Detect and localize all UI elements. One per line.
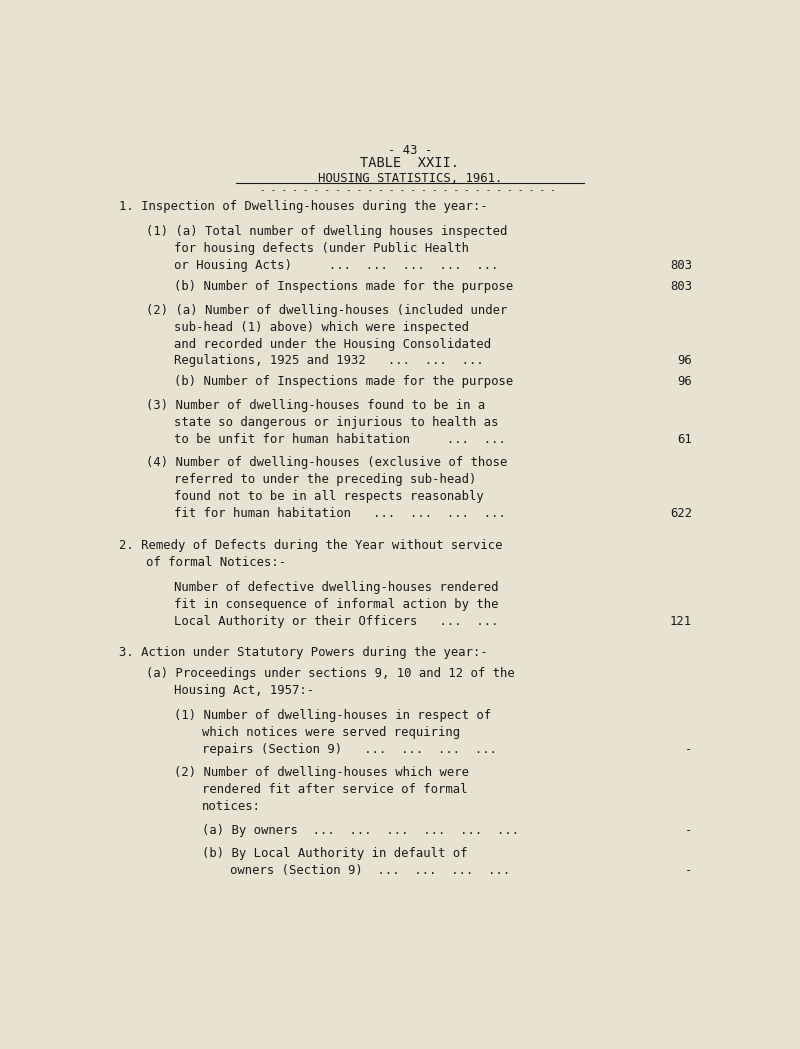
Text: Regulations, 1925 and 1932   ...  ...  ...: Regulations, 1925 and 1932 ... ... ...	[174, 355, 484, 367]
Text: Housing Act, 1957:-: Housing Act, 1957:-	[174, 684, 314, 697]
Text: 96: 96	[678, 355, 692, 367]
Text: HOUSING STATISTICS, 1961.: HOUSING STATISTICS, 1961.	[318, 172, 502, 185]
Text: 803: 803	[670, 259, 692, 272]
Text: fit in consequence of informal action by the: fit in consequence of informal action by…	[174, 598, 499, 611]
Text: sub-head (1) above) which were inspected: sub-head (1) above) which were inspected	[174, 321, 470, 334]
Text: to be unfit for human habitation     ...  ...: to be unfit for human habitation ... ...	[174, 433, 506, 446]
Text: repairs (Section 9)   ...  ...  ...  ...: repairs (Section 9) ... ... ... ...	[202, 743, 498, 756]
Text: (b) Number of Inspections made for the purpose: (b) Number of Inspections made for the p…	[174, 280, 514, 293]
Text: Number of defective dwelling-houses rendered: Number of defective dwelling-houses rend…	[174, 581, 499, 594]
Text: (2) Number of dwelling-houses which were: (2) Number of dwelling-houses which were	[174, 767, 470, 779]
Text: owners (Section 9)  ...  ...  ...  ...: owners (Section 9) ... ... ... ...	[230, 864, 510, 877]
Text: (3) Number of dwelling-houses found to be in a: (3) Number of dwelling-houses found to b…	[146, 399, 486, 412]
Text: (2) (a) Number of dwelling-houses (included under: (2) (a) Number of dwelling-houses (inclu…	[146, 303, 508, 317]
Text: - 43 -: - 43 -	[388, 144, 432, 156]
Text: state so dangerous or injurious to health as: state so dangerous or injurious to healt…	[174, 415, 499, 429]
Text: found not to be in all respects reasonably: found not to be in all respects reasonab…	[174, 490, 484, 504]
Text: -: -	[685, 864, 692, 877]
Text: (b) Number of Inspections made for the purpose: (b) Number of Inspections made for the p…	[174, 376, 514, 388]
Text: (a) By owners  ...  ...  ...  ...  ...  ...: (a) By owners ... ... ... ... ... ...	[202, 823, 519, 837]
Text: (a) Proceedings under sections 9, 10 and 12 of the: (a) Proceedings under sections 9, 10 and…	[146, 667, 515, 680]
Text: 61: 61	[678, 433, 692, 446]
Text: (1) (a) Total number of dwelling houses inspected: (1) (a) Total number of dwelling houses …	[146, 226, 508, 238]
Text: of formal Notices:-: of formal Notices:-	[146, 556, 286, 569]
Text: 121: 121	[670, 615, 692, 627]
Text: - - - - - - - - - - - - - - - - - - - - - - - - - - - -: - - - - - - - - - - - - - - - - - - - - …	[259, 186, 561, 195]
Text: 3. Action under Statutory Powers during the year:-: 3. Action under Statutory Powers during …	[118, 646, 487, 659]
Text: 1. Inspection of Dwelling-houses during the year:-: 1. Inspection of Dwelling-houses during …	[118, 200, 487, 213]
Text: or Housing Acts)     ...  ...  ...  ...  ...: or Housing Acts) ... ... ... ... ...	[174, 259, 499, 272]
Text: (1) Number of dwelling-houses in respect of: (1) Number of dwelling-houses in respect…	[174, 709, 491, 722]
Text: (4) Number of dwelling-houses (exclusive of those: (4) Number of dwelling-houses (exclusive…	[146, 456, 508, 469]
Text: which notices were served requiring: which notices were served requiring	[202, 726, 461, 740]
Text: 622: 622	[670, 507, 692, 520]
Text: referred to under the preceding sub-head): referred to under the preceding sub-head…	[174, 473, 477, 486]
Text: 803: 803	[670, 280, 692, 293]
Text: rendered fit after service of formal: rendered fit after service of formal	[202, 784, 468, 796]
Text: notices:: notices:	[202, 800, 262, 813]
Text: (b) By Local Authority in default of: (b) By Local Authority in default of	[202, 848, 468, 860]
Text: -: -	[685, 823, 692, 837]
Text: -: -	[685, 743, 692, 756]
Text: 96: 96	[678, 376, 692, 388]
Text: Local Authority or their Officers   ...  ...: Local Authority or their Officers ... ..…	[174, 615, 499, 627]
Text: for housing defects (under Public Health: for housing defects (under Public Health	[174, 242, 470, 255]
Text: TABLE  XXII.: TABLE XXII.	[361, 155, 459, 170]
Text: fit for human habitation   ...  ...  ...  ...: fit for human habitation ... ... ... ...	[174, 507, 506, 520]
Text: and recorded under the Housing Consolidated: and recorded under the Housing Consolida…	[174, 338, 491, 350]
Text: 2. Remedy of Defects during the Year without service: 2. Remedy of Defects during the Year wit…	[118, 538, 502, 552]
